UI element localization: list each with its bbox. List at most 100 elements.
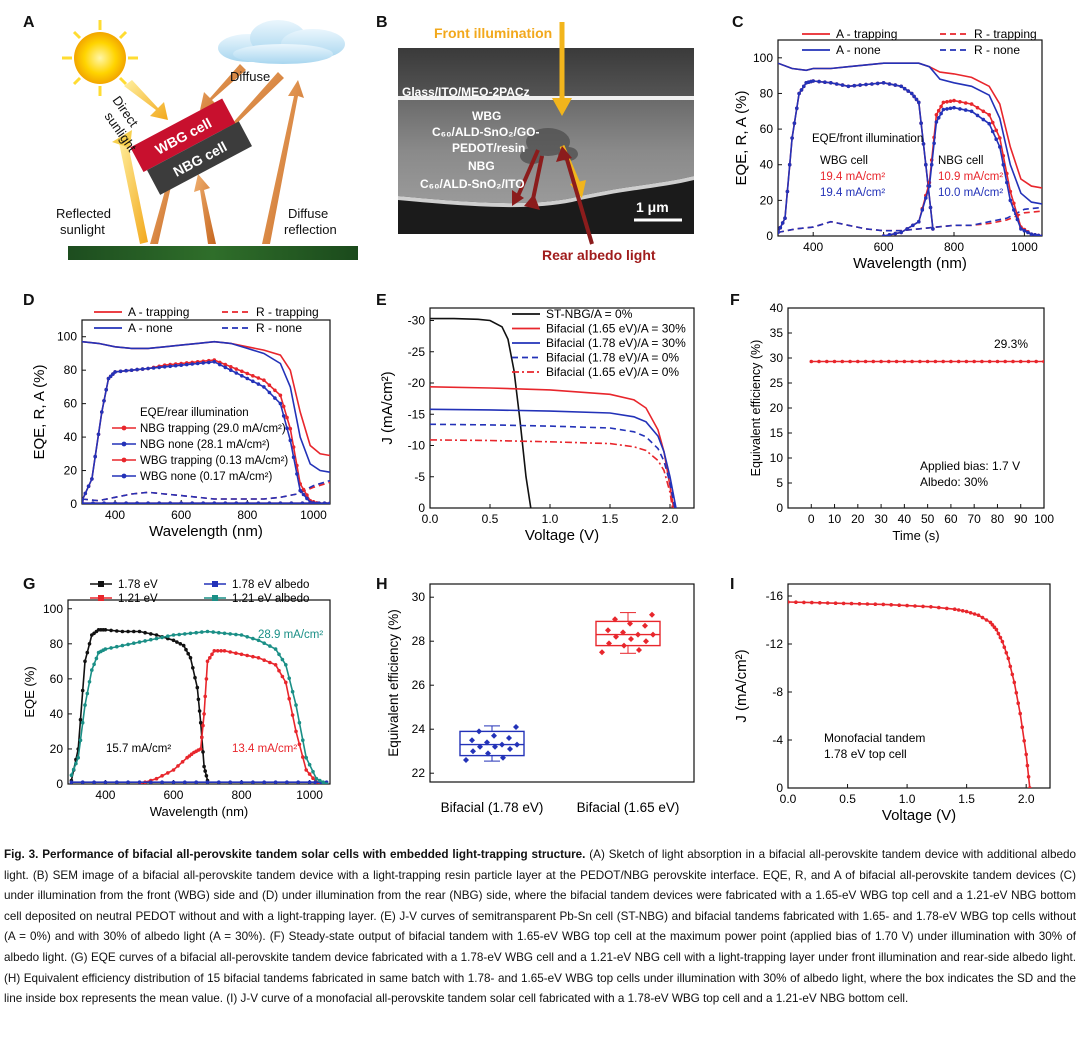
x-axis-label: Wavelength (nm) xyxy=(853,255,967,272)
data-point xyxy=(936,116,941,120)
data-point xyxy=(281,414,286,418)
data-point xyxy=(778,225,783,230)
y-tick-label: -30 xyxy=(408,314,426,328)
data-point xyxy=(196,697,201,702)
data-point xyxy=(301,755,305,759)
data-point xyxy=(958,107,962,111)
panel-label: E xyxy=(376,292,387,309)
data-point xyxy=(849,601,854,606)
data-point xyxy=(183,780,187,784)
data-point xyxy=(899,230,903,235)
device-point xyxy=(492,743,498,750)
data-point xyxy=(1033,233,1037,236)
series-line-1-78-ev xyxy=(70,628,209,781)
data-point xyxy=(911,223,915,228)
data-point xyxy=(202,712,206,716)
data-point xyxy=(1024,752,1028,757)
data-point xyxy=(1006,656,1011,661)
y-tick-label: 80 xyxy=(760,86,774,100)
x-tick-label: 2.0 xyxy=(662,512,679,526)
panel-label: H xyxy=(376,576,388,593)
data-point xyxy=(126,642,130,647)
data-point xyxy=(960,609,965,613)
data-point xyxy=(893,83,898,87)
data-point xyxy=(324,782,329,784)
data-point xyxy=(1012,201,1016,206)
data-point xyxy=(797,91,801,96)
data-point xyxy=(995,359,1000,364)
data-point xyxy=(881,234,886,236)
data-point xyxy=(987,113,991,117)
data-point xyxy=(245,653,249,658)
data-point xyxy=(893,231,898,236)
data-point xyxy=(201,750,205,754)
series-group xyxy=(82,340,330,504)
x-axis-label: Wavelength (nm) xyxy=(149,523,263,540)
data-point xyxy=(1010,672,1015,677)
x-tick-label: 70 xyxy=(968,512,982,526)
panel-c: C 400 600 800 1000 0 20 40 60 80 100 Wavelength (n… xyxy=(716,8,1076,280)
data-point xyxy=(987,359,992,364)
data-point xyxy=(281,404,286,409)
data-point xyxy=(301,492,306,497)
cloud-icon xyxy=(218,20,345,64)
sd-box xyxy=(595,620,661,647)
data-point xyxy=(151,366,156,370)
data-point xyxy=(149,780,153,784)
data-point xyxy=(1016,701,1020,705)
sun-icon xyxy=(62,20,138,96)
data-point xyxy=(154,636,159,641)
legend-r-trapping-label: R - trapping xyxy=(256,305,319,319)
y-axis-label: EQE, R, A (%) xyxy=(733,90,750,185)
data-point xyxy=(273,780,278,784)
data-point xyxy=(229,368,233,372)
legend-item-label: ST-NBG/A = 0% xyxy=(546,307,633,321)
data-point xyxy=(288,426,293,431)
x-tick-label: 800 xyxy=(232,788,252,802)
data-point xyxy=(311,776,315,780)
data-point xyxy=(778,230,780,235)
sem-image: Glass/ITO/MEO-2PACz WBG C₆₀/ALD-SnO₂/GO-… xyxy=(398,22,694,263)
legend-label: 1.21 eV xyxy=(118,593,158,605)
data-point xyxy=(157,501,161,504)
data-point xyxy=(321,780,326,784)
data-point xyxy=(1040,234,1042,236)
light-absorption-sketch: WBG cell NBG cell Direct sunlight Diffus… xyxy=(56,20,358,260)
data-point xyxy=(307,762,312,767)
device-point xyxy=(635,631,641,638)
data-point xyxy=(143,630,147,635)
data-point xyxy=(96,432,101,437)
data-point xyxy=(228,780,232,784)
data-point xyxy=(857,602,862,606)
data-point xyxy=(173,363,178,368)
data-point xyxy=(799,88,804,92)
data-point xyxy=(858,83,862,87)
data-point xyxy=(200,735,204,740)
data-point xyxy=(313,780,318,784)
data-point xyxy=(297,742,302,747)
y-tick-label: 15 xyxy=(770,426,784,440)
legend-r-none-label: R - none xyxy=(974,43,1020,57)
efficiency-boxplot: 22 24 26 28 30 Equivalent efficiency (%) Bifac… xyxy=(386,583,695,815)
eqe-front-chart: 400 600 800 1000 0 20 40 60 80 100 Wavelength (nm)… xyxy=(733,27,1043,272)
data-point xyxy=(894,359,899,364)
device-point xyxy=(500,754,506,761)
data-point xyxy=(223,362,228,367)
data-point xyxy=(137,780,142,784)
data-point xyxy=(113,370,117,374)
data-point xyxy=(194,780,198,784)
data-point xyxy=(1036,233,1041,236)
device-point xyxy=(513,724,519,730)
x-tick-label: 0.5 xyxy=(839,792,856,806)
data-point xyxy=(1028,786,1032,788)
data-point xyxy=(256,376,261,380)
data-point xyxy=(952,607,957,611)
panel-b: B xyxy=(372,8,712,270)
panel-label: I xyxy=(730,576,735,593)
data-point xyxy=(111,372,115,376)
data-point xyxy=(846,84,851,89)
y-tick-label: 60 xyxy=(50,672,64,686)
data-point xyxy=(810,600,814,605)
data-point xyxy=(245,371,250,376)
data-point xyxy=(1004,651,1009,655)
